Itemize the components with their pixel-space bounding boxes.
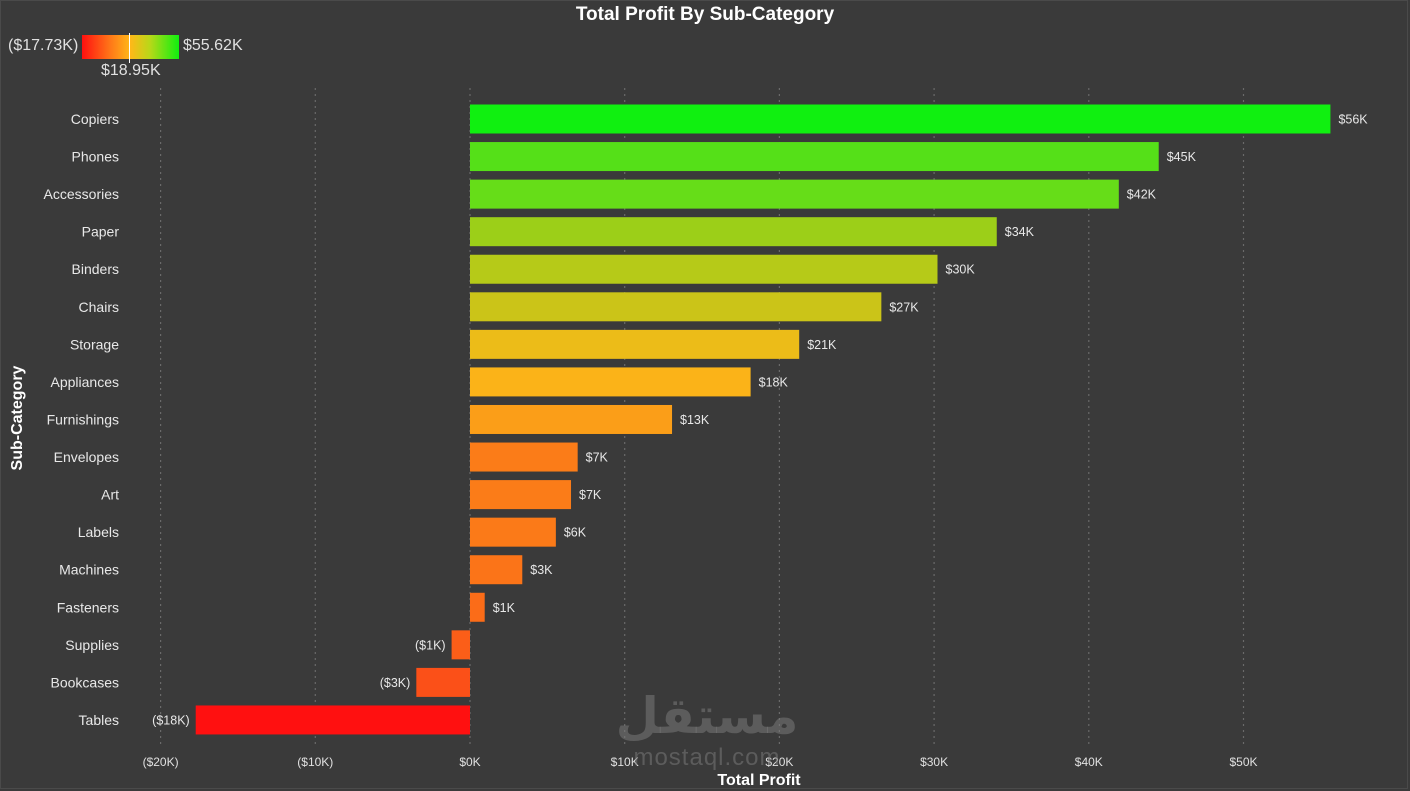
category-label: Supplies xyxy=(65,637,119,653)
data-label: $30K xyxy=(946,263,976,277)
data-label: $56K xyxy=(1338,113,1368,127)
bar-storage xyxy=(470,329,800,359)
category-label: Chairs xyxy=(79,299,119,315)
bar-accessories xyxy=(470,179,1119,209)
chart-title: Total Profit By Sub-Category xyxy=(575,4,835,25)
data-label: $27K xyxy=(889,300,919,314)
category-label: Fasteners xyxy=(57,599,119,615)
x-axis-title: Total Profit xyxy=(717,772,801,789)
category-label: Envelopes xyxy=(54,449,119,465)
x-tick-label: $10K xyxy=(611,755,639,769)
color-scale-legend xyxy=(82,35,179,59)
color-scale-min-label: ($17.73K) xyxy=(8,37,79,54)
data-label: $42K xyxy=(1127,188,1157,202)
x-tick-label: ($10K) xyxy=(297,755,333,769)
bar-chairs xyxy=(470,292,882,322)
data-label: $7K xyxy=(586,451,609,465)
data-label: $6K xyxy=(564,526,587,540)
data-label: ($3K) xyxy=(380,676,411,690)
bar-paper xyxy=(470,217,997,247)
data-label: $1K xyxy=(493,601,516,615)
y-axis-title: Sub-Category xyxy=(9,365,26,470)
category-label: Machines xyxy=(59,562,119,578)
x-tick-label: ($20K) xyxy=(143,755,179,769)
category-label: Paper xyxy=(82,224,120,240)
category-label: Furnishings xyxy=(47,411,119,427)
data-label: $45K xyxy=(1167,150,1197,164)
color-scale-mid-label: $18.95K xyxy=(101,62,161,79)
bar-bookcases xyxy=(416,667,470,697)
data-label: $7K xyxy=(579,488,602,502)
x-tick-label: $20K xyxy=(765,755,793,769)
bar-furnishings xyxy=(470,404,673,434)
bar-machines xyxy=(470,555,523,585)
data-label: ($18K) xyxy=(152,713,190,727)
bar-supplies xyxy=(451,630,470,660)
color-scale-mid-marker xyxy=(129,33,130,63)
bar-tables xyxy=(195,705,470,735)
data-label: $21K xyxy=(807,338,837,352)
category-label: Appliances xyxy=(51,374,120,390)
category-label: Storage xyxy=(70,336,119,352)
category-label: Bookcases xyxy=(51,674,119,690)
bar-binders xyxy=(470,254,938,284)
category-label: Accessories xyxy=(44,186,119,202)
category-label: Labels xyxy=(78,524,119,540)
bar-fasteners xyxy=(470,592,485,622)
bar-labels xyxy=(470,517,556,547)
category-label: Phones xyxy=(72,149,119,165)
data-label: ($1K) xyxy=(415,638,446,652)
color-scale-max-label: $55.62K xyxy=(183,37,243,54)
bar-appliances xyxy=(470,367,751,397)
category-label: Art xyxy=(101,487,119,503)
data-label: $34K xyxy=(1005,225,1035,239)
category-label: Copiers xyxy=(71,111,119,127)
data-label: $3K xyxy=(530,563,553,577)
x-tick-label: $50K xyxy=(1229,755,1257,769)
data-label: $13K xyxy=(680,413,710,427)
bar-phones xyxy=(470,142,1159,172)
bar-copiers xyxy=(470,104,1331,134)
category-label: Tables xyxy=(79,712,119,728)
bar-art xyxy=(470,480,572,510)
bar-envelopes xyxy=(470,442,578,472)
x-tick-label: $30K xyxy=(920,755,948,769)
x-tick-label: $0K xyxy=(459,755,480,769)
category-label: Binders xyxy=(72,261,119,277)
x-tick-label: $40K xyxy=(1075,755,1103,769)
data-label: $18K xyxy=(759,375,789,389)
